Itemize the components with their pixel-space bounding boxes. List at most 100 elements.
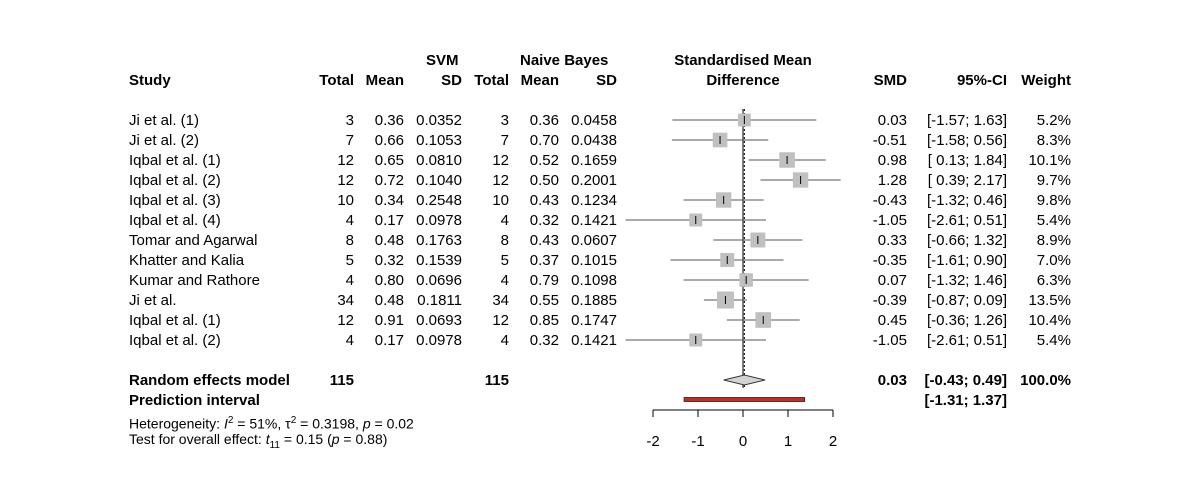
study-name: Ji et al. [129,292,177,309]
study-name: Tomar and Agarwal [129,232,258,249]
svm-sd: 0.2548 [416,192,462,209]
weight-value: 7.0% [1036,252,1071,269]
study-name: Kumar and Rathore [129,272,260,289]
header-sd-1: SD [441,72,462,89]
svm-total: 12 [337,152,354,169]
study-name: Khatter and Kalia [129,252,245,269]
nb-sd: 0.1885 [571,292,617,309]
svm-sd: 0.0978 [416,332,462,349]
heterogeneity-text: Heterogeneity: I2 = 51%, τ2 = 0.3198, p … [129,415,414,432]
smd-value: -0.51 [872,132,907,149]
nb-total: 34 [492,292,509,309]
nb-total: 5 [500,252,509,269]
ci-value: [-1.61; 0.90] [926,252,1007,269]
ci-value: [-2.61; 0.51] [926,332,1007,349]
ci-value: [-0.66; 1.32] [926,232,1007,249]
nb-mean: 0.32 [529,332,559,349]
svm-mean: 0.80 [374,272,404,289]
svm-mean: 0.34 [374,192,404,209]
random-effects-label: Random effects model [129,372,290,389]
ci-value: [-2.61; 0.51] [926,212,1007,229]
header-plot-title-2: Difference [706,72,780,89]
svm-total: 34 [337,292,354,309]
nb-total: 12 [492,312,509,329]
study-square [689,213,703,227]
svm-mean: 0.65 [374,152,404,169]
nb-mean: 0.85 [529,312,559,329]
study-name: Iqbal et al. (4) [129,212,221,229]
nb-sd: 0.1659 [571,152,617,169]
study-square [779,152,795,168]
nb-mean: 0.43 [529,192,559,209]
header-total-1: Total [319,72,354,89]
svm-sd: 0.1539 [416,252,462,269]
study-square [689,333,703,347]
svm-mean: 0.48 [374,292,404,309]
nb-mean: 0.37 [529,252,559,269]
svm-sd: 0.0978 [416,212,462,229]
svm-sd: 0.1763 [416,232,462,249]
nb-total: 4 [500,332,509,349]
x-axis-tick-label: -2 [646,433,659,450]
ci-value: [-0.87; 0.09] [926,292,1007,309]
study-square [755,312,772,328]
svm-mean: 0.91 [374,312,404,329]
x-axis-tick-label: 1 [784,433,792,450]
nb-sd: 0.1098 [571,272,617,289]
smd-value: 0.33 [877,232,907,249]
smd-value: -0.43 [872,192,907,209]
nb-total: 7 [500,132,509,149]
random-effects-total-2: 115 [484,372,509,389]
nb-total: 4 [500,272,509,289]
weight-value: 10.4% [1028,312,1071,329]
smd-value: 1.28 [877,172,907,189]
header-mean-2: Mean [520,72,559,89]
ci-value: [ 0.13; 1.84] [927,152,1007,169]
study-square [720,253,735,267]
nb-sd: 0.2001 [571,172,617,189]
svm-total: 5 [345,252,354,269]
smd-value: 0.45 [877,312,907,329]
header-group-svm: SVM [426,52,459,69]
weight-value: 8.3% [1036,132,1071,149]
weight-value: 9.8% [1036,192,1071,209]
nb-total: 8 [500,232,509,249]
random-effects-ci: [-0.43; 0.49] [924,372,1007,389]
smd-value: -0.35 [872,252,907,269]
study-square [737,113,751,127]
nb-total: 10 [492,192,509,209]
nb-mean: 0.70 [529,132,559,149]
nb-total: 3 [500,112,509,129]
ci-value: [-1.32; 0.46] [926,192,1007,209]
study-name: Iqbal et al. (2) [129,172,221,189]
study-name: Iqbal et al. (1) [129,152,221,169]
nb-mean: 0.32 [529,212,559,229]
svm-sd: 0.0696 [416,272,462,289]
smd-value: 0.98 [877,152,907,169]
smd-value: -0.39 [872,292,907,309]
svm-mean: 0.66 [374,132,404,149]
svm-total: 10 [337,192,354,209]
prediction-interval-label: Prediction interval [129,392,260,409]
svm-sd: 0.0693 [416,312,462,329]
study-square [716,291,734,309]
nb-mean: 0.55 [529,292,559,309]
nb-mean: 0.43 [529,232,559,249]
nb-mean: 0.79 [529,272,559,289]
random-effects-smd: 0.03 [877,372,907,389]
ci-value: [-1.57; 1.63] [926,112,1007,129]
nb-total: 4 [500,212,509,229]
study-square [792,172,809,188]
weight-value: 13.5% [1028,292,1071,309]
nb-mean: 0.36 [529,112,559,129]
ci-value: [-1.32; 1.46] [926,272,1007,289]
svm-total: 12 [337,312,354,329]
header-smd: SMD [873,72,907,89]
study-name: Ji et al. (2) [129,132,200,149]
svm-sd: 0.1811 [417,292,462,309]
study-square [715,192,732,208]
svm-total: 3 [345,112,354,129]
study-square [750,232,766,248]
x-axis-tick-label: 2 [829,433,837,450]
header-weight: Weight [1021,72,1071,89]
